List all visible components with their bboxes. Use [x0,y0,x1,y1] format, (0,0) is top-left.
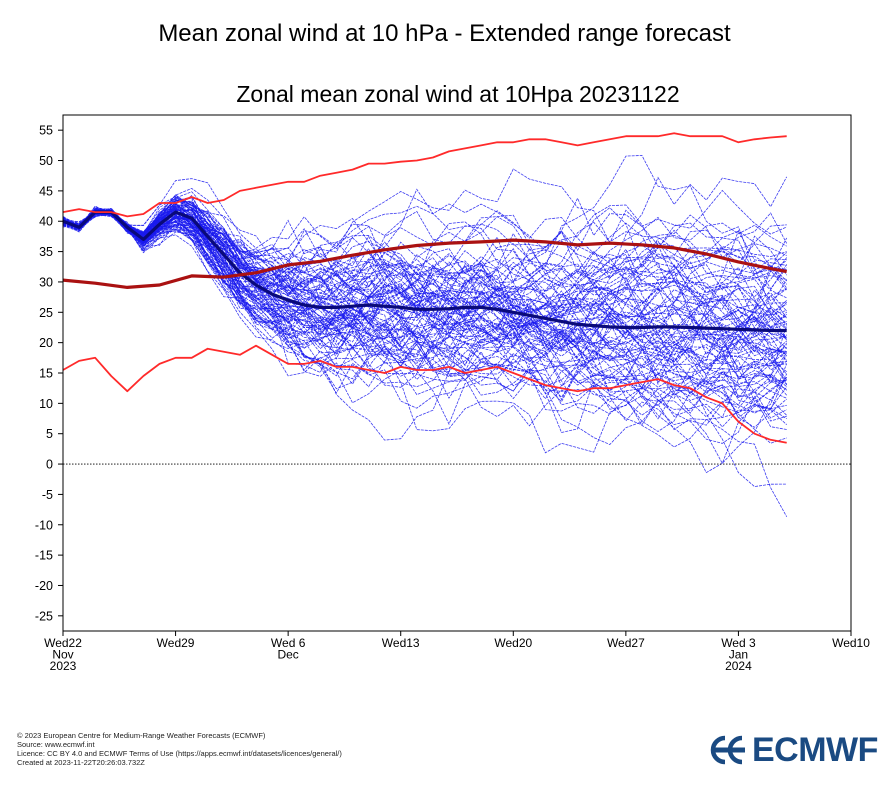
ensemble-member-line [62,207,788,363]
ensemble-member-line [62,211,787,428]
y-tick-label: 50 [39,154,53,168]
ensemble-member-line [62,200,788,426]
footer-copyright: © 2023 European Centre for Medium-Range … [17,731,266,740]
ensemble-member-line [62,204,787,320]
ensemble-member-line [62,208,787,428]
y-tick-label: 55 [39,124,53,138]
ecmwf-logo-text: ECMWF [752,731,878,769]
chart-series [62,132,787,444]
series-line-climatology-min [62,344,787,444]
ensemble-member-line [62,205,788,409]
page-title: Mean zonal wind at 10 hPa - Extended ran… [158,20,731,47]
y-tick-label: 10 [39,397,53,411]
y-tick-label: -5 [42,488,53,502]
ensemble-member-line [62,196,787,329]
chart-axes: 5550454035302520151050-5-10-15-20-25Wed2… [35,114,870,673]
ensemble-member-line [62,208,787,426]
ensemble-member-line [62,212,787,432]
y-tick-label: 35 [39,245,53,259]
x-tick-label: Nov [52,648,73,662]
ensemble-member-line [62,198,788,312]
ensemble-member-line [62,197,787,286]
x-tick-label: Wed27 [607,636,645,650]
x-tick-label: Wed29 [157,636,195,650]
y-tick-label: -15 [35,549,53,563]
ensemble-member-line [62,209,788,380]
y-tick-label: 15 [39,367,53,381]
ensemble-member-line [62,210,787,444]
ensemble-member-line [62,212,787,319]
x-tick-label: Dec [277,648,298,662]
ensemble-member-line [62,200,787,347]
x-tick-label: 2024 [725,659,752,673]
y-tick-label: 25 [39,306,53,320]
x-tick-label: Wed22 [44,636,82,650]
x-tick-label: 2023 [50,659,77,673]
ensemble-member-line [62,197,787,369]
ensemble-member-line [62,197,788,335]
ensemble-member-line [62,211,788,329]
ensemble-member-line [62,210,787,405]
chart-title: Zonal mean zonal wind at 10Hpa 20231122 [236,81,679,107]
ensemble-member-line [62,200,788,394]
x-tick-label: Wed 6 [271,636,306,650]
footer-created: Created at 2023-11-22T20:26:03.732Z [17,758,145,767]
y-tick-label: 5 [46,427,53,441]
zonal-wind-chart: Zonal mean zonal wind at 10Hpa 20231122 … [35,81,870,673]
ensemble-member-line [62,211,787,348]
y-tick-label: 40 [39,215,53,229]
ensemble-member-line [62,197,787,308]
footer-credits: © 2023 European Centre for Medium-Range … [17,731,342,767]
ensemble-member-line [62,201,787,382]
ensemble-member-line [62,212,787,374]
ensemble-member-line [62,200,787,329]
x-tick-label: Jan [729,648,748,662]
ensemble-member-line [62,211,787,321]
ensemble-member-line [62,188,788,302]
ensemble-member-line [62,198,787,377]
x-tick-label: Wed 3 [721,636,756,650]
ensemble-members [62,154,788,517]
y-tick-label: 45 [39,184,53,198]
y-tick-label: -25 [35,609,53,623]
ensemble-member-line [62,207,788,406]
y-tick-label: -10 [35,518,53,532]
ensemble-member-line [62,203,787,426]
ensemble-member-line [62,154,787,321]
y-tick-label: 0 [46,458,53,472]
ensemble-member-line [62,210,787,464]
series-line-climatology-mean [62,238,787,289]
ensemble-member-line [62,212,788,517]
series-line-ensemble-mean [62,210,787,333]
y-tick-label: 30 [39,275,53,289]
ensemble-member-line [62,210,787,427]
footer-licence: Licence: CC BY 4.0 and ECMWF Terms of Us… [17,749,342,758]
ensemble-member-line [62,210,788,350]
y-tick-label: 20 [39,336,53,350]
x-tick-label: Wed13 [382,636,420,650]
ensemble-member-line [62,210,787,406]
ensemble-member-line [62,205,787,395]
ensemble-member-line [62,194,787,320]
ensemble-member-line [62,209,787,340]
series-line-climatology-max [62,132,787,218]
x-tick-label: Wed10 [832,636,870,650]
ensemble-member-line [62,209,787,391]
y-tick-label: -20 [35,579,53,593]
ensemble-member-line [62,211,787,344]
footer-source: Source: www.ecmwf.int [17,740,95,749]
ensemble-member-line [62,178,787,335]
x-tick-label: Wed20 [494,636,532,650]
ensemble-member-line [62,211,788,419]
ecmwf-logo: ECMWF [706,733,878,767]
ensemble-member-line [62,210,787,454]
ensemble-member-line [62,196,788,370]
ensemble-member-line [62,209,788,398]
ecmwf-logo-icon [710,735,745,765]
